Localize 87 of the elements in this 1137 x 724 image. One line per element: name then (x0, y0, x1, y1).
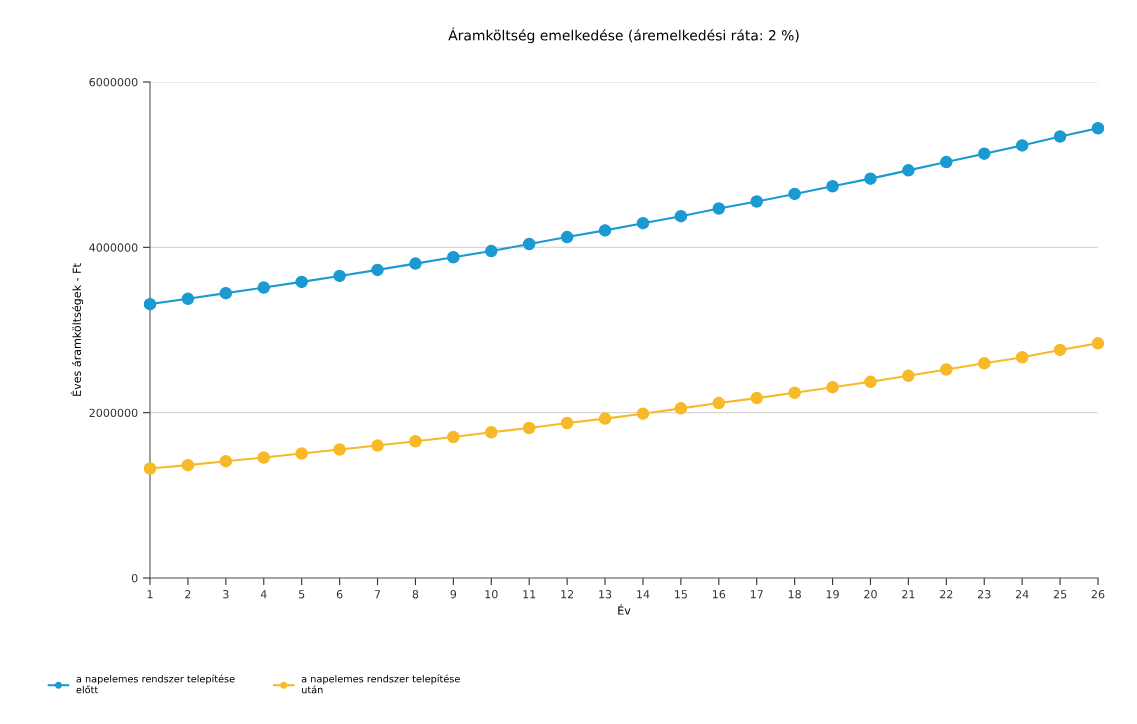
y-axis-title: Éves áramköltségek - Ft (70, 263, 84, 396)
point (409, 435, 422, 448)
x-tick-label: 25 (1053, 590, 1067, 599)
x-tick-label: 20 (864, 590, 877, 599)
x-tick-label: 18 (788, 590, 801, 599)
point (181, 292, 195, 306)
x-tick-label: 16 (712, 590, 726, 599)
x-tick-label: 6 (336, 590, 343, 599)
y-tick-label: 4000000 (89, 243, 138, 252)
chart-title: Áramköltség emelkedése (áremelkedési ráta: 2 %) (448, 27, 799, 44)
point (750, 391, 763, 405)
point (219, 286, 233, 300)
x-tick-label: 19 (826, 590, 839, 599)
point (902, 164, 915, 177)
point (977, 356, 991, 370)
point (447, 251, 460, 264)
point (636, 407, 650, 420)
point (674, 209, 688, 223)
x-tick-label: 17 (750, 590, 763, 599)
point (1015, 139, 1029, 152)
point (522, 421, 536, 435)
x-tick-label: 7 (374, 590, 381, 599)
x-tick-label: 11 (523, 590, 536, 599)
x-tick-label: 4 (260, 590, 267, 599)
x-tick-label: 15 (675, 590, 687, 599)
x-tick-label: 24 (1015, 590, 1029, 599)
point (902, 369, 915, 383)
point (447, 430, 460, 444)
point (674, 402, 688, 415)
point (788, 187, 801, 201)
x-tick-label: 26 (1091, 590, 1105, 599)
point (143, 462, 157, 475)
x-tick-label: 13 (599, 590, 612, 599)
point (864, 375, 877, 389)
point (788, 386, 801, 399)
point (485, 244, 498, 258)
point (1091, 121, 1105, 135)
point (371, 263, 384, 277)
point (560, 416, 574, 430)
point (257, 451, 271, 464)
point (712, 202, 726, 215)
point (522, 237, 536, 251)
point (940, 155, 953, 169)
x-tick-label: 12 (561, 590, 574, 599)
y-tick-label: 2000000 (89, 408, 138, 418)
point (977, 147, 991, 160)
point (1015, 351, 1029, 364)
point (940, 363, 953, 376)
point (371, 439, 384, 452)
x-tick-label: 5 (299, 590, 305, 599)
x-tick-label: 3 (223, 590, 229, 599)
point (333, 443, 346, 456)
x-tick-label: 9 (450, 590, 457, 599)
y-tick-label: 0 (131, 573, 138, 583)
point (181, 458, 195, 472)
x-tick-label: 23 (977, 590, 991, 599)
point (257, 281, 271, 294)
x-tick-label: 8 (412, 590, 419, 599)
legend-label: a napelemes rendszer telepítése után (301, 674, 460, 694)
point (560, 230, 574, 244)
x-tick-label: 2 (185, 590, 191, 599)
point (750, 195, 763, 208)
x-tick-label: 22 (940, 590, 953, 599)
legend-label: a napelemes rendszer telepítése előtt (76, 674, 235, 694)
x-tick-label: 21 (902, 590, 915, 599)
point (712, 396, 726, 410)
point (485, 426, 498, 439)
y-tick-label: 6000000 (89, 77, 138, 87)
point (143, 297, 157, 311)
point (636, 216, 650, 230)
point (295, 275, 308, 289)
x-axis-title: Év (618, 604, 631, 615)
point (826, 179, 839, 193)
point (864, 172, 877, 185)
point (409, 257, 422, 270)
x-tick-label: 1 (147, 590, 153, 599)
point (826, 380, 839, 394)
point (598, 224, 612, 237)
x-tick-label: 14 (637, 590, 650, 599)
x-tick-label: 10 (485, 590, 498, 599)
point (219, 454, 233, 468)
point (598, 412, 612, 425)
point (333, 269, 346, 283)
point (1091, 337, 1105, 350)
point (1053, 130, 1067, 143)
point (1053, 343, 1067, 357)
point (295, 447, 308, 460)
